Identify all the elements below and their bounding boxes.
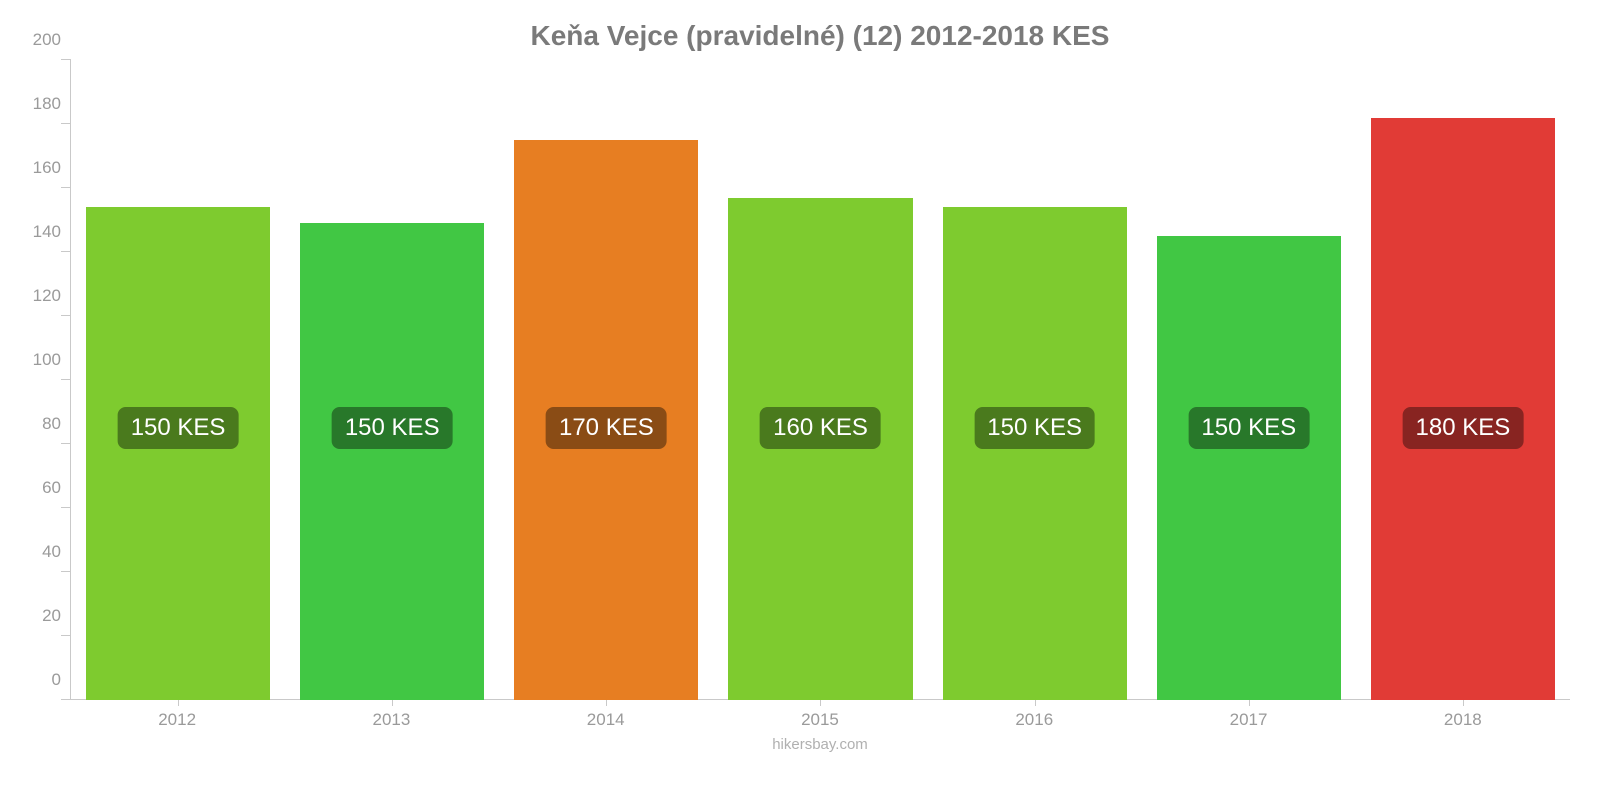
y-tick bbox=[61, 379, 71, 380]
y-tick-label: 160 bbox=[16, 158, 61, 178]
y-tick bbox=[61, 635, 71, 636]
bar-value-badge: 180 KES bbox=[1403, 407, 1524, 449]
y-tick-label: 60 bbox=[16, 478, 61, 498]
y-tick-label: 140 bbox=[16, 222, 61, 242]
bar-slot: 180 KES bbox=[1356, 60, 1570, 700]
y-tick bbox=[61, 443, 71, 444]
x-tick-label: 2015 bbox=[713, 710, 927, 730]
y-tick bbox=[61, 123, 71, 124]
y-tick-label: 100 bbox=[16, 350, 61, 370]
y-tick bbox=[61, 699, 71, 700]
bar-slot: 150 KES bbox=[928, 60, 1142, 700]
bar-value-badge: 160 KES bbox=[760, 407, 881, 449]
x-tick-label: 2016 bbox=[927, 710, 1141, 730]
bar-slot: 150 KES bbox=[1142, 60, 1356, 700]
y-tick bbox=[61, 507, 71, 508]
x-tick bbox=[1249, 700, 1250, 706]
y-tick-label: 40 bbox=[16, 542, 61, 562]
y-tick-label: 0 bbox=[16, 670, 61, 690]
bar-value-badge: 150 KES bbox=[1188, 407, 1309, 449]
x-axis-labels: 2012201320142015201620172018 bbox=[70, 710, 1570, 730]
plot-area: 150 KES 150 KES 170 KES 160 KES 150 KES 150 K… bbox=[70, 60, 1570, 700]
x-tick bbox=[1035, 700, 1036, 706]
y-tick-label: 200 bbox=[16, 30, 61, 50]
y-tick bbox=[61, 315, 71, 316]
y-tick bbox=[61, 571, 71, 572]
bar bbox=[86, 207, 270, 700]
bar-slot: 150 KES bbox=[71, 60, 285, 700]
bar bbox=[943, 207, 1127, 700]
x-tick bbox=[606, 700, 607, 706]
x-tick-label: 2014 bbox=[499, 710, 713, 730]
bar-value-badge: 150 KES bbox=[974, 407, 1095, 449]
x-tick bbox=[392, 700, 393, 706]
y-tick-label: 120 bbox=[16, 286, 61, 306]
bars-group: 150 KES 150 KES 170 KES 160 KES 150 KES 150 K… bbox=[71, 60, 1570, 700]
bar-slot: 170 KES bbox=[499, 60, 713, 700]
chart-container: Keňa Vejce (pravidelné) (12) 2012-2018 K… bbox=[0, 0, 1600, 800]
y-tick bbox=[61, 187, 71, 188]
y-tick bbox=[61, 251, 71, 252]
y-tick-label: 80 bbox=[16, 414, 61, 434]
chart-title: Keňa Vejce (pravidelné) (12) 2012-2018 K… bbox=[70, 20, 1570, 52]
bar bbox=[300, 223, 484, 700]
x-tick bbox=[1463, 700, 1464, 706]
bar-slot: 160 KES bbox=[713, 60, 927, 700]
x-tick-label: 2012 bbox=[70, 710, 284, 730]
bar-value-badge: 150 KES bbox=[332, 407, 453, 449]
bar-value-badge: 150 KES bbox=[118, 407, 239, 449]
x-tick bbox=[820, 700, 821, 706]
y-tick-label: 20 bbox=[16, 606, 61, 626]
x-tick-label: 2018 bbox=[1356, 710, 1570, 730]
x-tick-label: 2017 bbox=[1141, 710, 1355, 730]
bar-value-badge: 170 KES bbox=[546, 407, 667, 449]
x-tick-label: 2013 bbox=[284, 710, 498, 730]
chart-footer: hikersbay.com bbox=[70, 736, 1570, 753]
x-tick bbox=[178, 700, 179, 706]
bar bbox=[1157, 236, 1341, 700]
y-tick bbox=[61, 59, 71, 60]
bar-slot: 150 KES bbox=[285, 60, 499, 700]
y-tick-label: 180 bbox=[16, 94, 61, 114]
